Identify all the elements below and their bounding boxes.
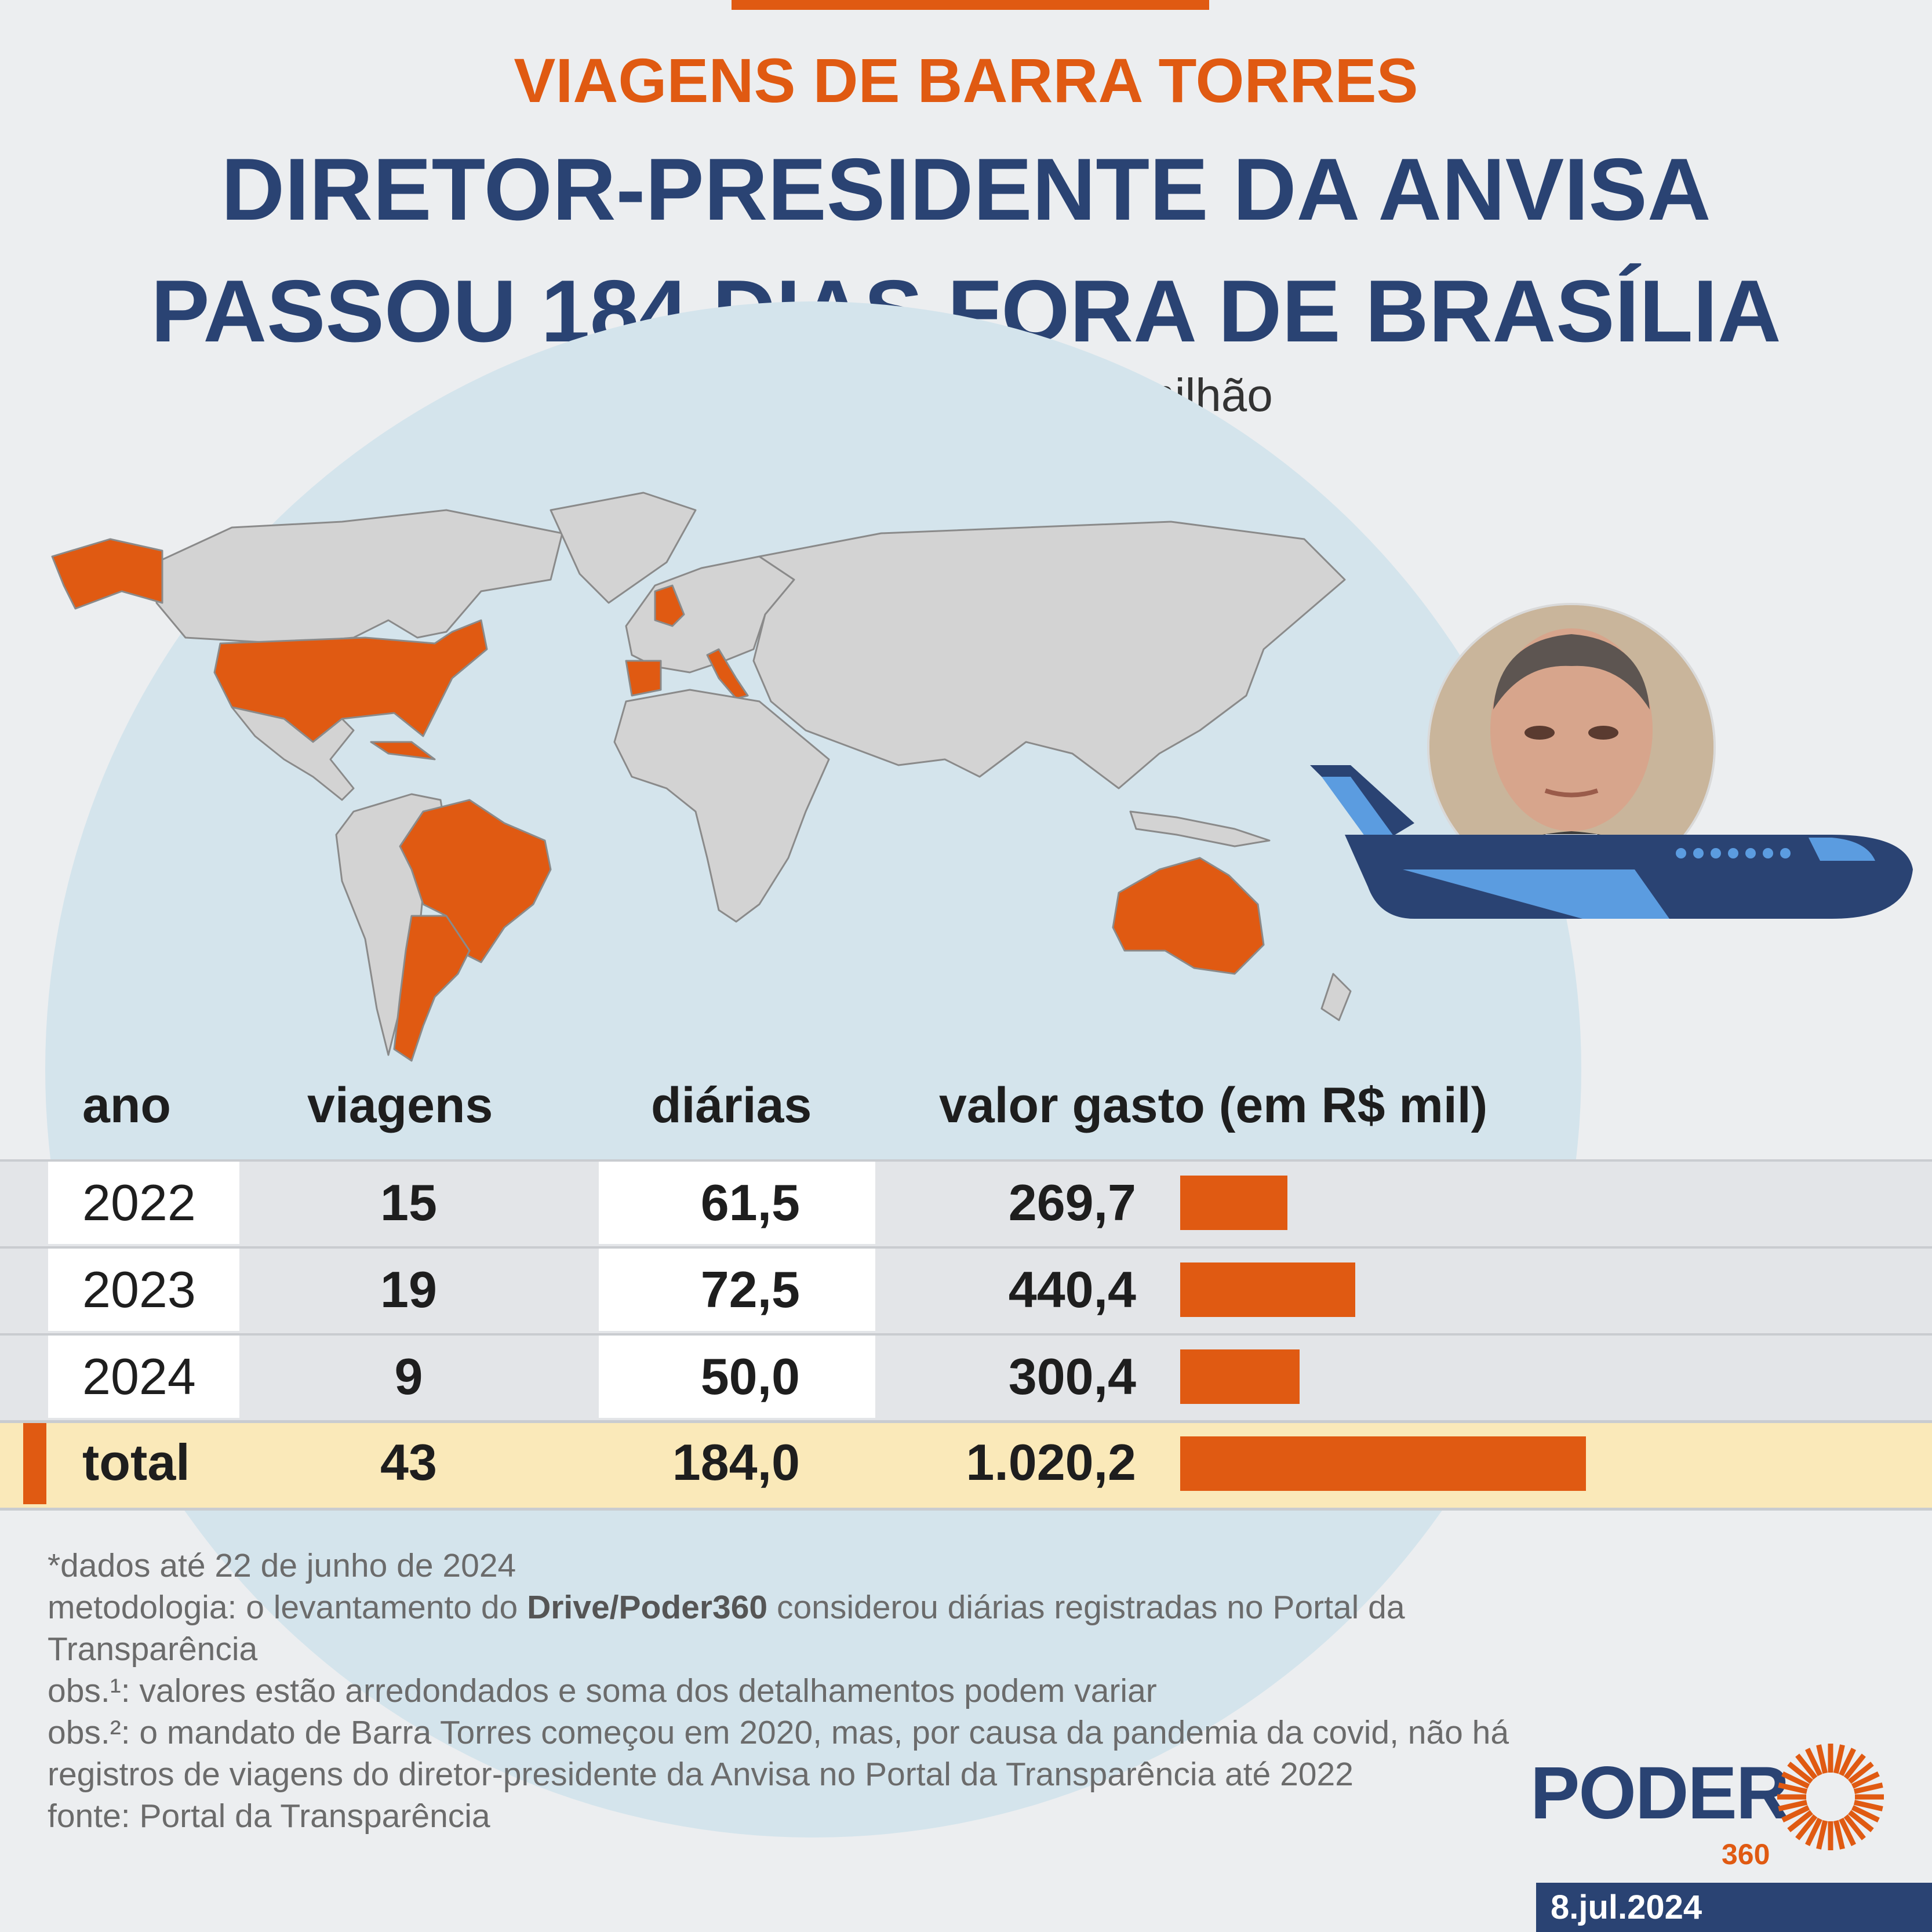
map-argentina — [393, 915, 471, 1062]
table-row — [0, 1333, 1932, 1420]
cell-viagens: 19 — [380, 1261, 437, 1318]
note-data-cutoff: *dados até 22 de junho de 2024 — [48, 1547, 516, 1584]
cell-bg-diarias — [599, 1249, 875, 1331]
top-accent-bar — [732, 0, 1209, 10]
sunburst-ray — [1843, 1814, 1866, 1840]
cell-ano: 2022 — [82, 1174, 196, 1231]
sunburst-ray — [1816, 1820, 1828, 1850]
cell-viagens: 9 — [394, 1348, 423, 1405]
airplane-icon — [1310, 765, 1913, 919]
brand-logo-text: PODER — [1530, 1752, 1789, 1835]
header-diarias: diárias — [651, 1078, 812, 1133]
cell-total-viagens: 43 — [380, 1433, 437, 1491]
map-africa — [613, 689, 830, 923]
cell-bg-diarias — [599, 1162, 875, 1244]
total-row — [0, 1420, 1932, 1511]
sunburst-ray — [1787, 1810, 1813, 1832]
note-obs1: obs.¹: valores estão arredondados e soma… — [48, 1672, 1157, 1709]
sunburst-ray — [1781, 1771, 1810, 1789]
sunburst-ray — [1848, 1762, 1874, 1784]
cell-ano: 2023 — [82, 1261, 196, 1318]
cell-total-label: total — [82, 1433, 190, 1491]
sunburst-ray — [1795, 1753, 1818, 1780]
cell-bg-ano — [48, 1162, 239, 1244]
sunburst-ray — [1781, 1805, 1810, 1822]
map-greenland — [550, 492, 697, 604]
headline-line-1: DIRETOR-PRESIDENTE DA ANVISA — [221, 140, 1711, 239]
cell-ano: 2024 — [82, 1348, 196, 1405]
sunburst-ray — [1778, 1782, 1808, 1795]
publish-date: 8.jul.2024 — [1551, 1889, 1702, 1926]
cell-valor: 300,4 — [1008, 1348, 1136, 1405]
sunburst-ray — [1787, 1762, 1813, 1784]
map-asia — [752, 521, 1346, 789]
map-alaska — [51, 538, 163, 610]
map-brazil — [399, 799, 552, 963]
cell-viagens: 15 — [380, 1174, 437, 1231]
cell-valor: 440,4 — [1008, 1261, 1136, 1318]
sunburst-ray — [1839, 1748, 1856, 1777]
map-uk — [654, 584, 685, 627]
date-box — [1536, 1883, 1932, 1932]
sunburst-ray — [1833, 1820, 1845, 1850]
cell-bg-diarias — [599, 1336, 875, 1418]
map-indonesia — [1129, 810, 1271, 847]
bar-total — [1180, 1436, 1586, 1491]
map-cuba — [370, 741, 436, 761]
bar-2024 — [1180, 1349, 1300, 1404]
table-row — [0, 1246, 1932, 1333]
cell-total-valor: 1.020,2 — [966, 1433, 1136, 1491]
sunburst-logo-icon — [1777, 1744, 1884, 1850]
map-italy — [706, 648, 749, 700]
note-methodology-text-end: considerou diárias registradas no Portal… — [48, 1589, 1405, 1668]
map-canada — [155, 509, 563, 645]
bar-2023 — [1180, 1262, 1355, 1317]
note-obs2: obs.²: o mandato de Barra Torres começou… — [48, 1714, 1509, 1793]
map-australia — [1112, 857, 1265, 975]
note-methodology-text: metodologia: o levantamento do — [48, 1589, 527, 1626]
sunburst-ray — [1833, 1744, 1845, 1774]
map-iberia — [625, 660, 662, 697]
cell-diarias: 72,5 — [700, 1261, 800, 1318]
sunburst-ray — [1853, 1782, 1883, 1795]
cell-valor: 269,7 — [1008, 1174, 1136, 1231]
map-mexico — [231, 706, 355, 801]
kicker: VIAGENS DE BARRA TORRES — [514, 45, 1418, 115]
sunburst-ray — [1778, 1799, 1808, 1811]
sunburst-ray — [1805, 1748, 1822, 1777]
world-map — [51, 492, 1352, 1062]
sunburst-ray — [1843, 1753, 1866, 1780]
sunburst-ray — [1795, 1814, 1818, 1840]
sunburst-ray — [1851, 1805, 1880, 1822]
cell-total-diarias: 184,0 — [672, 1433, 800, 1491]
cell-diarias: 50,0 — [700, 1348, 800, 1405]
sunburst-ray — [1853, 1799, 1883, 1811]
header-valor: valor gasto (em R$ mil) — [939, 1078, 1488, 1133]
header-viagens: viagens — [307, 1078, 493, 1133]
table-row — [0, 1159, 1932, 1246]
map-new-zealand — [1320, 973, 1352, 1021]
sunburst-ray — [1851, 1771, 1880, 1789]
total-row-marker — [23, 1423, 46, 1504]
bar-2022 — [1180, 1176, 1287, 1230]
footnotes: *dados até 22 de junho de 2024 metodolog… — [48, 1545, 1531, 1837]
note-methodology-source: Drive/Poder360 — [527, 1589, 768, 1626]
sunburst-ray — [1839, 1817, 1856, 1846]
sunburst-ray — [1848, 1810, 1874, 1832]
sunburst-ray — [1816, 1744, 1828, 1774]
brand-logo-suffix: 360 — [1722, 1838, 1770, 1871]
header-ano: ano — [82, 1078, 171, 1133]
sunburst-ray — [1805, 1817, 1822, 1846]
cell-diarias: 61,5 — [700, 1174, 800, 1231]
note-source: fonte: Portal da Transparência — [48, 1798, 490, 1835]
cell-bg-ano — [48, 1336, 239, 1418]
note-methodology: metodologia: o levantamento do Drive/Pod… — [48, 1587, 1531, 1670]
cell-bg-ano — [48, 1249, 239, 1331]
